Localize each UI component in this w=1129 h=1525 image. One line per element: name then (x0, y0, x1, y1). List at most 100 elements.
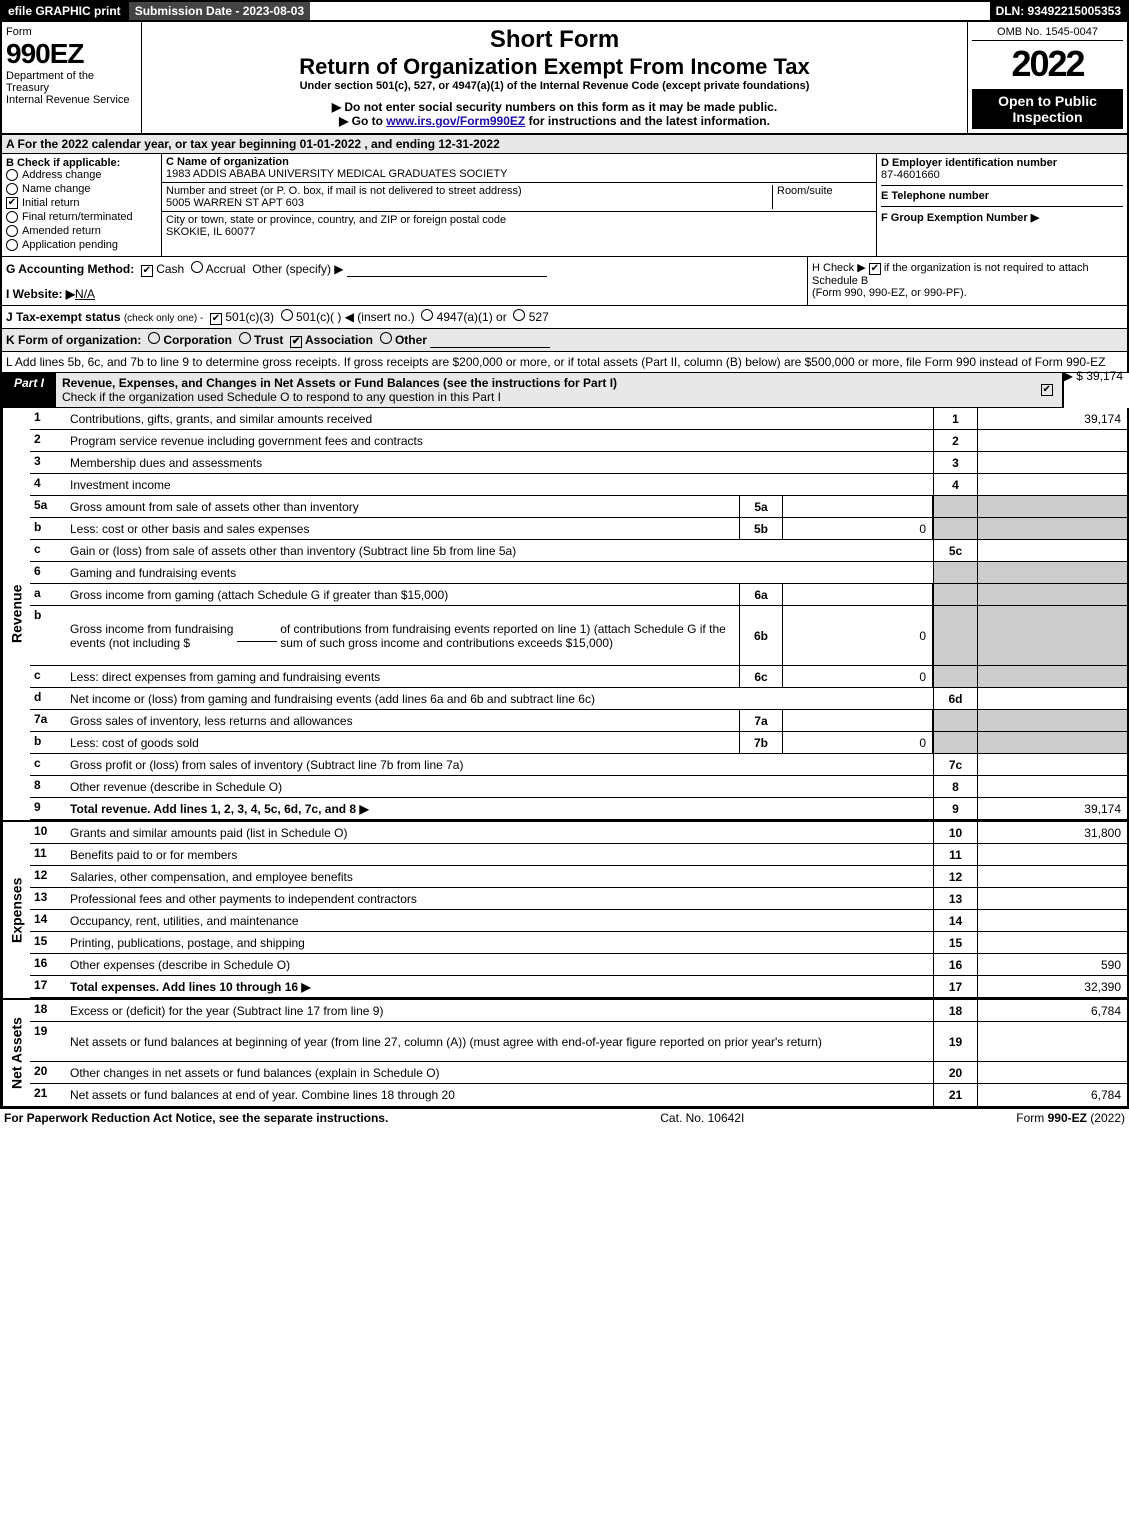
line-6c-subvalue: 0 (783, 666, 933, 687)
line-17-desc: Total expenses. Add lines 10 through 16 … (66, 976, 933, 997)
line-7a-sublabel: 7a (739, 710, 783, 731)
row-g: G Accounting Method: ✔ Cash Accrual Othe… (2, 257, 807, 305)
cb-association[interactable]: ✔ (290, 336, 302, 348)
line-18-desc: Excess or (deficit) for the year (Subtra… (66, 1000, 933, 1021)
cb-4947[interactable] (421, 309, 433, 321)
line-7b-sublabel: 7b (739, 732, 783, 753)
omb-number: OMB No. 1545-0047 (972, 26, 1123, 41)
cb-name-change[interactable] (6, 183, 18, 195)
line-7c-value (977, 754, 1127, 775)
irs-link[interactable]: www.irs.gov/Form990EZ (386, 114, 525, 128)
line-15-value (977, 932, 1127, 953)
cb-other-org[interactable] (380, 332, 392, 344)
cb-cash[interactable]: ✔ (141, 265, 153, 277)
cb-schedule-b[interactable]: ✔ (869, 263, 881, 275)
line-2-boxnum: 2 (933, 430, 977, 451)
line-17-num: 17 (30, 976, 66, 997)
insert-no-label: ◀ (insert no.) (345, 310, 415, 324)
form-ref: Form 990-EZ (2022) (1016, 1111, 1125, 1125)
goto-prefix: ▶ Go to (339, 114, 386, 128)
line-9-num: 9 (30, 798, 66, 819)
ssn-notice: ▶ Do not enter social security numbers o… (150, 100, 959, 114)
cb-address-change[interactable] (6, 169, 18, 181)
line-6-desc: Gaming and fundraising events (66, 562, 933, 583)
org-name-label: C Name of organization (166, 156, 872, 168)
efile-print-button[interactable]: efile GRAPHIC print (2, 2, 127, 20)
website-label: I Website: ▶ (6, 287, 75, 301)
line-5b-subvalue: 0 (783, 518, 933, 539)
line-5a-num: 5a (30, 496, 66, 517)
line-6b-blank[interactable] (237, 630, 277, 642)
line-9-desc: Total revenue. Add lines 1, 2, 3, 4, 5c,… (66, 798, 933, 819)
line-1-value: 39,174 (977, 408, 1127, 429)
line-1-boxnum: 1 (933, 408, 977, 429)
short-form-title: Short Form (150, 26, 959, 54)
line-11-num: 11 (30, 844, 66, 865)
cb-amended-return[interactable] (6, 225, 18, 237)
room-suite-label: Room/suite (772, 185, 872, 209)
cb-application-pending-label: Application pending (22, 239, 118, 251)
cb-501c[interactable] (281, 309, 293, 321)
line-6b-sublabel: 6b (739, 606, 783, 665)
revenue-side-label: Revenue (2, 408, 30, 820)
cb-501c3-label: 501(c)(3) (225, 310, 274, 324)
line-19-num: 19 (30, 1022, 66, 1061)
line-5b-num: b (30, 518, 66, 539)
ein-label: D Employer identification number (881, 157, 1123, 169)
part1-title-wrap: Revenue, Expenses, and Changes in Net As… (56, 373, 1032, 407)
line-21-desc: Net assets or fund balances at end of ye… (66, 1084, 933, 1106)
submission-date-button[interactable]: Submission Date - 2023-08-03 (127, 2, 310, 20)
line-5c-desc: Gain or (loss) from sale of assets other… (66, 540, 933, 561)
line-7c-desc: Gross profit or (loss) from sales of inv… (66, 754, 933, 775)
line-6a-sublabel: 6a (739, 584, 783, 605)
phone-label: E Telephone number (881, 190, 1123, 202)
line-5b-shaded2 (977, 518, 1127, 539)
other-org-input[interactable] (430, 336, 550, 348)
website-value: N/A (75, 287, 95, 301)
revenue-section: Revenue 1Contributions, gifts, grants, a… (0, 408, 1129, 820)
line-6b-shaded2 (977, 606, 1127, 665)
cb-501c3[interactable]: ✔ (210, 313, 222, 325)
cb-amended-return-label: Amended return (22, 225, 101, 237)
line-2-value (977, 430, 1127, 451)
line-19-boxnum: 19 (933, 1022, 977, 1061)
cb-527-label: 527 (529, 310, 549, 324)
return-title: Return of Organization Exempt From Incom… (150, 54, 959, 80)
cb-corporation-label: Corporation (163, 333, 232, 347)
line-6a-desc: Gross income from gaming (attach Schedul… (66, 584, 739, 605)
cb-527[interactable] (513, 309, 525, 321)
row-l: L Add lines 5b, 6c, and 7b to line 9 to … (0, 352, 1129, 373)
line-6c-num: c (30, 666, 66, 687)
line-17-value: 32,390 (977, 976, 1127, 997)
line-15-boxnum: 15 (933, 932, 977, 953)
line-7c-num: c (30, 754, 66, 775)
topbar: efile GRAPHIC print Submission Date - 20… (0, 0, 1129, 22)
line-2-num: 2 (30, 430, 66, 451)
cb-final-return[interactable] (6, 211, 18, 223)
line-5c-num: c (30, 540, 66, 561)
group-exemption-label: F Group Exemption Number ▶ (881, 211, 1123, 224)
header-center: Short Form Return of Organization Exempt… (142, 22, 967, 133)
line-10-boxnum: 10 (933, 822, 977, 843)
cb-initial-return[interactable]: ✔ (6, 197, 18, 209)
line-7b-shaded1 (933, 732, 977, 753)
line-6d-num: d (30, 688, 66, 709)
line-18-boxnum: 18 (933, 1000, 977, 1021)
line-4-desc: Investment income (66, 474, 933, 495)
cb-corporation[interactable] (148, 332, 160, 344)
line-21-num: 21 (30, 1084, 66, 1106)
cb-trust[interactable] (239, 332, 251, 344)
tax-year: 2022 (972, 43, 1123, 85)
cb-accrual[interactable] (191, 261, 203, 273)
under-section-text: Under section 501(c), 527, or 4947(a)(1)… (150, 80, 959, 92)
section-c: C Name of organization 1983 ADDIS ABABA … (162, 154, 877, 256)
line-11-desc: Benefits paid to or for members (66, 844, 933, 865)
line-3-value (977, 452, 1127, 473)
other-specify-input[interactable] (347, 265, 547, 277)
line-18-value: 6,784 (977, 1000, 1127, 1021)
line-6-num: 6 (30, 562, 66, 583)
line-13-num: 13 (30, 888, 66, 909)
cb-application-pending[interactable] (6, 239, 18, 251)
cb-schedule-o[interactable]: ✔ (1041, 384, 1053, 396)
line-1-num: 1 (30, 408, 66, 429)
